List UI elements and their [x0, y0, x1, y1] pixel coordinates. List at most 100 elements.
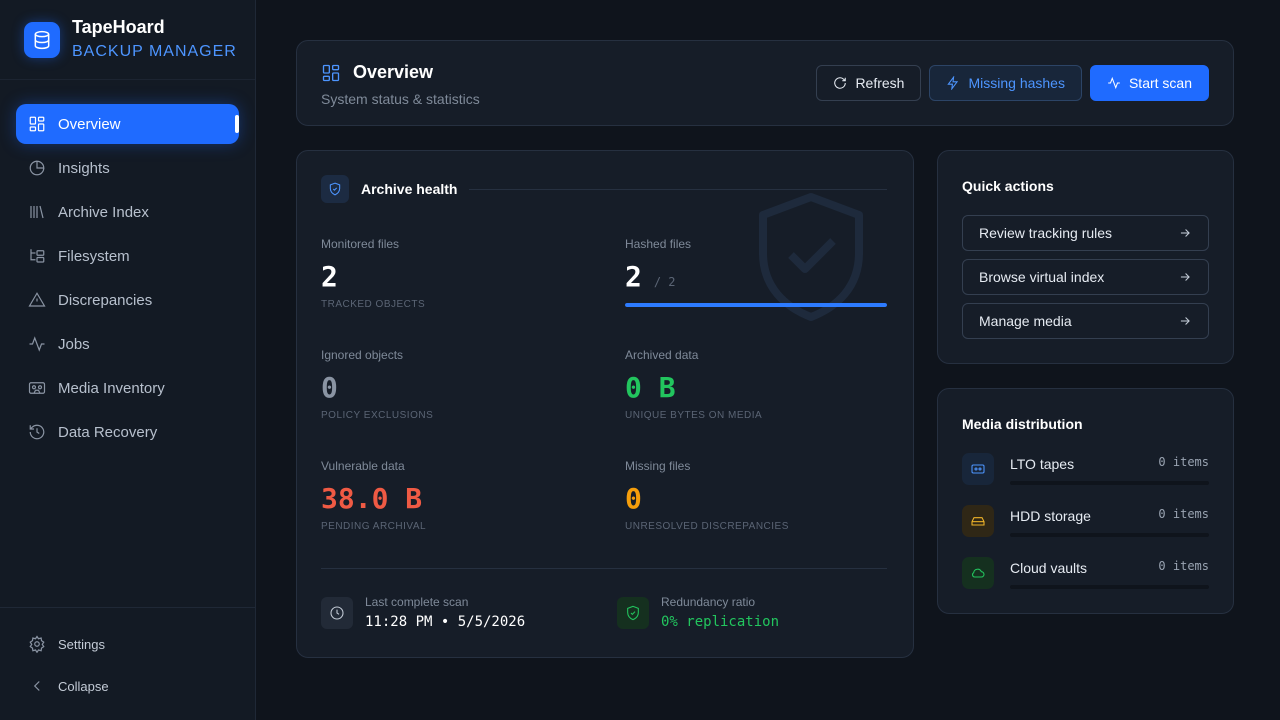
sidebar-item-label: Overview	[58, 115, 121, 133]
stat-value: 0 B	[625, 371, 676, 404]
sidebar-item-media-inventory[interactable]: Media Inventory	[16, 368, 239, 408]
media-row-hdd: HDD storage 0 items	[962, 505, 1209, 537]
sidebar-item-label: Discrepancies	[58, 291, 153, 309]
stat-caption: UNIQUE BYTES ON MEDIA	[625, 410, 763, 421]
quick-actions-title: Quick actions	[962, 178, 1054, 194]
media-bar	[1010, 533, 1209, 537]
arrow-right-icon	[1180, 317, 1190, 325]
activity-icon	[29, 336, 45, 352]
collapse-label: Collapse	[58, 678, 109, 694]
hashed-progress-fill	[625, 303, 887, 307]
sidebar-item-insights[interactable]: Insights	[16, 148, 239, 188]
stat-label: Ignored objects	[321, 348, 404, 362]
action-label: Browse virtual index	[979, 269, 1105, 285]
settings-button[interactable]: Settings	[16, 624, 239, 664]
stat-label: Vulnerable data	[321, 459, 405, 473]
hashed-progress-bar	[625, 303, 887, 307]
pie-chart-icon	[29, 160, 45, 176]
zap-icon	[947, 76, 959, 90]
sidebar-footer: Settings Collapse	[0, 607, 255, 720]
start-scan-label: Start scan	[1128, 75, 1192, 91]
sidebar-item-discrepancies[interactable]: Discrepancies	[16, 280, 239, 320]
redundancy-value: 0% replication	[661, 614, 780, 630]
stat-hashed-files: Hashed files 2 / 2	[625, 237, 691, 299]
media-bar	[1010, 585, 1209, 589]
review-tracking-rules-button[interactable]: Review tracking rules	[962, 215, 1209, 251]
media-count: 0 items	[1158, 559, 1209, 573]
stat-archived-data: Archived data 0 B UNIQUE BYTES ON MEDIA	[625, 348, 762, 421]
divider	[469, 188, 887, 190]
stat-caption: UNRESOLVED DISCREPANCIES	[625, 521, 789, 532]
cassette-tape-icon	[28, 382, 46, 394]
brand-title: TapeHoard	[72, 17, 165, 37]
stat-caption: TRACKED OBJECTS	[321, 299, 426, 310]
media-distribution-card: Media distribution LTO tapes 0 items HDD…	[937, 388, 1234, 614]
media-row-cloud: Cloud vaults 0 items	[962, 557, 1209, 589]
sidebar-item-label: Filesystem	[58, 247, 130, 265]
start-scan-button[interactable]: Start scan	[1089, 65, 1209, 101]
sidebar-nav: Overview Insights Archive Index Filesyst…	[0, 80, 255, 452]
redundancy-ratio: Redundancy ratio 0% replication	[617, 595, 779, 630]
quick-actions-card: Quick actions Review tracking rules Brow…	[937, 150, 1234, 364]
sidebar-item-label: Jobs	[58, 335, 90, 353]
sidebar-item-archive-index[interactable]: Archive Index	[16, 192, 239, 232]
stat-label: Hashed files	[625, 237, 692, 251]
stat-value: 38.0 B	[321, 482, 423, 515]
history-icon	[29, 424, 45, 440]
redundancy-label: Redundancy ratio	[661, 595, 756, 609]
collapse-button[interactable]: Collapse	[16, 666, 239, 706]
sidebar-item-label: Archive Index	[58, 203, 149, 221]
brand-subtitle: BACKUP MANAGER	[72, 43, 237, 60]
sidebar-item-label: Data Recovery	[58, 423, 158, 441]
refresh-label: Refresh	[855, 75, 905, 91]
chevron-left-icon	[33, 681, 40, 691]
manage-media-button[interactable]: Manage media	[962, 303, 1209, 339]
stat-label: Monitored files	[321, 237, 400, 251]
missing-hashes-button[interactable]: Missing hashes	[929, 65, 1082, 101]
stat-value: 0	[625, 482, 642, 515]
database-icon	[24, 21, 60, 58]
archive-health-header: Archive health	[321, 175, 887, 203]
stat-missing-files: Missing files 0 UNRESOLVED DISCREPANCIES	[625, 459, 789, 532]
browse-virtual-index-button[interactable]: Browse virtual index	[962, 259, 1209, 295]
alert-triangle-icon	[28, 292, 46, 307]
stat-value: 0	[321, 371, 338, 404]
media-row-lto: LTO tapes 0 items	[962, 453, 1209, 485]
clock-icon	[321, 596, 353, 629]
stat-caption: PENDING ARCHIVAL	[321, 521, 427, 532]
media-count: 0 items	[1158, 507, 1209, 521]
active-indicator	[235, 115, 239, 133]
page-title: Overview	[321, 62, 433, 83]
activity-icon	[1108, 76, 1120, 90]
brand: TapeHoard BACKUP MANAGER	[0, 0, 255, 80]
archive-health-title: Archive health	[361, 181, 458, 197]
sidebar-item-data-recovery[interactable]: Data Recovery	[16, 412, 239, 452]
cloud-icon	[962, 557, 994, 589]
arrow-right-icon	[1180, 229, 1190, 237]
page-title-text: Overview	[353, 62, 434, 82]
page-subtitle: System status & statistics	[321, 91, 480, 107]
stat-vulnerable-data: Vulnerable data 38.0 B PENDING ARCHIVAL	[321, 459, 426, 532]
page-header: Overview System status & statistics Refr…	[296, 40, 1234, 126]
hard-drive-icon	[962, 505, 994, 537]
sidebar-item-filesystem[interactable]: Filesystem	[16, 236, 239, 276]
stat-value-row: 2 / 2	[625, 260, 691, 299]
stat-label: Archived data	[625, 348, 699, 362]
layout-grid-icon	[322, 64, 340, 81]
divider	[321, 568, 887, 569]
stat-ignored-objects: Ignored objects 0 POLICY EXCLUSIONS	[321, 348, 433, 421]
sidebar-item-overview[interactable]: Overview	[16, 104, 239, 144]
stat-caption: POLICY EXCLUSIONS	[321, 410, 434, 421]
refresh-icon	[834, 77, 847, 89]
library-icon	[30, 205, 44, 219]
stat-value: 2	[625, 260, 642, 293]
sidebar-item-jobs[interactable]: Jobs	[16, 324, 239, 364]
media-name: LTO tapes	[1010, 456, 1075, 472]
stat-monitored-files: Monitored files 2 TRACKED OBJECTS	[321, 237, 425, 310]
refresh-button[interactable]: Refresh	[816, 65, 922, 101]
stat-value: 2	[321, 260, 338, 293]
media-bar	[1010, 481, 1209, 485]
action-label: Review tracking rules	[979, 225, 1113, 241]
last-scan-value: 11:28 PM • 5/5/2026	[365, 614, 526, 630]
stat-label: Missing files	[625, 459, 691, 473]
